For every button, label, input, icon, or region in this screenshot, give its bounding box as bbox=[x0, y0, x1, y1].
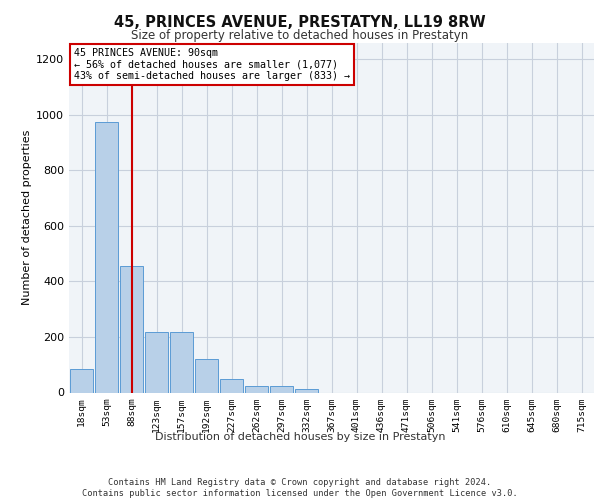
Text: 45 PRINCES AVENUE: 90sqm
← 56% of detached houses are smaller (1,077)
43% of sem: 45 PRINCES AVENUE: 90sqm ← 56% of detach… bbox=[74, 48, 350, 81]
Bar bbox=[295, 389, 318, 392]
Bar bbox=[220, 379, 243, 392]
Bar bbox=[270, 386, 293, 392]
Text: Distribution of detached houses by size in Prestatyn: Distribution of detached houses by size … bbox=[155, 432, 445, 442]
Y-axis label: Number of detached properties: Number of detached properties bbox=[22, 130, 32, 305]
Text: Contains HM Land Registry data © Crown copyright and database right 2024.
Contai: Contains HM Land Registry data © Crown c… bbox=[82, 478, 518, 498]
Bar bbox=[120, 266, 143, 392]
Bar bbox=[245, 386, 268, 392]
Text: 45, PRINCES AVENUE, PRESTATYN, LL19 8RW: 45, PRINCES AVENUE, PRESTATYN, LL19 8RW bbox=[114, 15, 486, 30]
Text: Size of property relative to detached houses in Prestatyn: Size of property relative to detached ho… bbox=[131, 29, 469, 42]
Bar bbox=[95, 122, 118, 392]
Bar bbox=[145, 332, 168, 392]
Bar bbox=[170, 332, 193, 392]
Bar bbox=[70, 369, 93, 392]
Bar bbox=[195, 359, 218, 392]
